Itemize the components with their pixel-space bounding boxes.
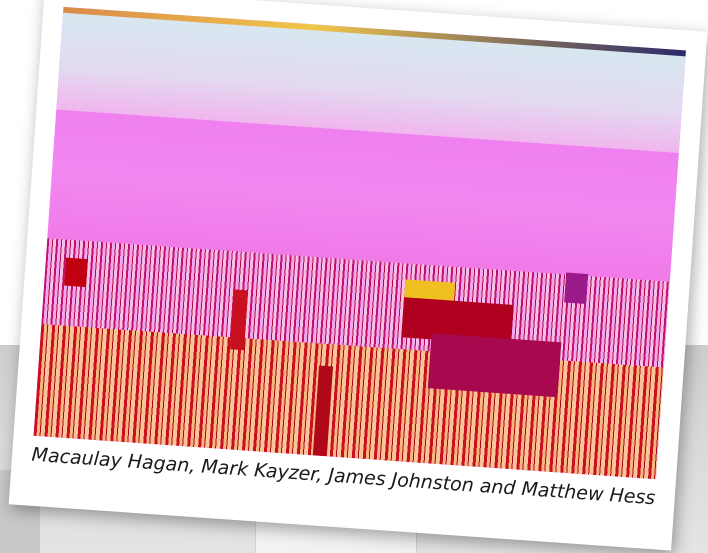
photo-red-square — [64, 257, 88, 288]
photo-dark-magenta-patch — [427, 333, 562, 398]
photo-purple-patch — [564, 272, 589, 304]
photo-image — [33, 6, 686, 480]
photo-print: Macaulay Hagan, Mark Kayzer, James Johns… — [8, 0, 708, 551]
